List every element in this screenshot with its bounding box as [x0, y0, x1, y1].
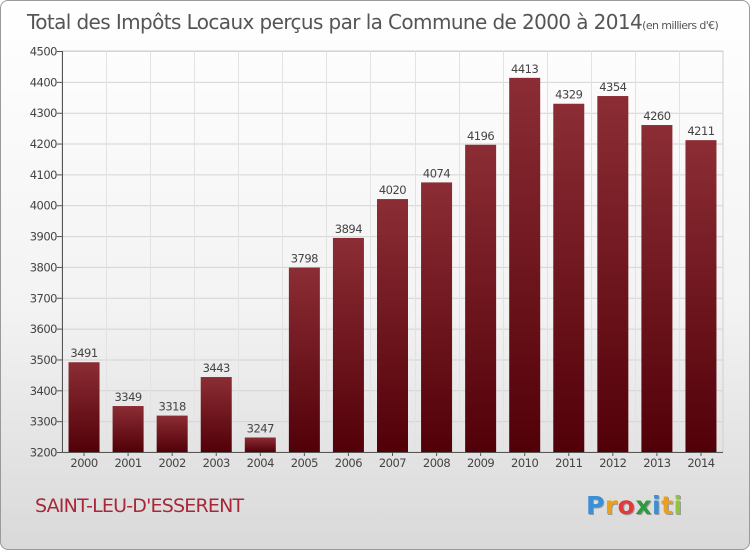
x-tick-label: 2012	[599, 456, 626, 470]
x-tick-label: 2008	[423, 456, 450, 470]
chart-title-main: Total des Impôts Locaux perçus par la Co…	[26, 10, 642, 34]
logo-letter: t	[661, 491, 674, 520]
value-label: 3247	[247, 422, 274, 436]
x-tick-label: 2013	[643, 456, 670, 470]
proxiti-logo: Proxiti	[586, 491, 683, 520]
bars	[68, 77, 717, 453]
value-label: 3349	[114, 390, 141, 404]
bar-2003	[200, 377, 232, 452]
logo-letter: i	[652, 491, 662, 520]
value-label: 3894	[335, 222, 362, 236]
value-label: 3318	[159, 400, 186, 414]
x-tick-label: 2004	[247, 456, 274, 470]
y-tick-label: 3200	[30, 446, 57, 460]
value-label: 4329	[555, 88, 582, 102]
y-tick-label: 3900	[30, 230, 57, 244]
x-tick-label: 2011	[555, 456, 582, 470]
x-tick-label: 2009	[467, 456, 494, 470]
value-label: 4020	[379, 183, 406, 197]
y-tick-label: 4300	[30, 106, 57, 120]
value-label: 3798	[291, 252, 318, 266]
x-tick-label: 2000	[70, 456, 97, 470]
logo-letter: r	[604, 491, 618, 520]
bar-2012	[597, 96, 629, 452]
bar-2004	[244, 437, 276, 452]
y-tick-label: 4100	[30, 168, 57, 182]
y-tick-label: 3500	[30, 353, 57, 367]
commune-name: SAINT-LEU-D'ESSERENT	[35, 495, 244, 517]
bar-2014	[685, 140, 717, 452]
chart-subtitle: (en milliers d'€)	[642, 19, 718, 32]
value-label: 4211	[687, 124, 714, 138]
bar-2013	[641, 125, 673, 453]
bar-2010	[509, 77, 541, 452]
x-tick-label: 2002	[159, 456, 186, 470]
labels: 3200 3300 3400 3500 3600 3700 3800 3900 4000 4100…	[30, 45, 716, 471]
bar-2002	[156, 415, 188, 452]
value-label: 4074	[423, 166, 450, 180]
x-tick-label: 2003	[203, 456, 230, 470]
y-tick-label: 4000	[30, 199, 57, 213]
x-tick-label: 2014	[687, 456, 714, 470]
bar-2001	[112, 406, 144, 452]
bar-2009	[465, 144, 497, 452]
x-tick-label: 2005	[291, 456, 318, 470]
chart-title: Total des Impôts Locaux perçus par la Co…	[26, 10, 719, 34]
logo-letter: i	[673, 491, 683, 520]
value-label: 3491	[70, 346, 97, 360]
value-label: 4196	[467, 129, 494, 143]
x-tick-label: 2007	[379, 456, 406, 470]
y-tick-label: 4200	[30, 137, 57, 151]
axes	[57, 51, 723, 456]
bar-2007	[377, 199, 408, 452]
x-tick-label: 2010	[511, 456, 538, 470]
y-tick-label: 3600	[30, 322, 57, 336]
bar-2006	[332, 237, 364, 452]
value-label: 4413	[511, 62, 538, 76]
value-label: 4354	[599, 80, 626, 94]
y-tick-label: 4500	[30, 45, 57, 59]
value-label: 3443	[203, 361, 230, 375]
value-label: 4260	[643, 109, 670, 123]
y-tick-label: 3300	[30, 415, 57, 429]
bar-2000	[68, 362, 100, 452]
y-tick-label: 3400	[30, 384, 57, 398]
x-tick-label: 2006	[335, 456, 362, 470]
bar-2008	[421, 182, 453, 453]
bar-2011	[553, 103, 585, 453]
bar-2005	[288, 267, 320, 452]
y-tick-label: 4400	[30, 75, 57, 89]
logo-letter: x	[635, 491, 652, 520]
logo-letter: P	[586, 491, 605, 520]
logo-letter: o	[617, 491, 636, 520]
y-tick-label: 3800	[30, 260, 57, 274]
y-tick-label: 3700	[30, 291, 57, 305]
x-tick-label: 2001	[114, 456, 141, 470]
